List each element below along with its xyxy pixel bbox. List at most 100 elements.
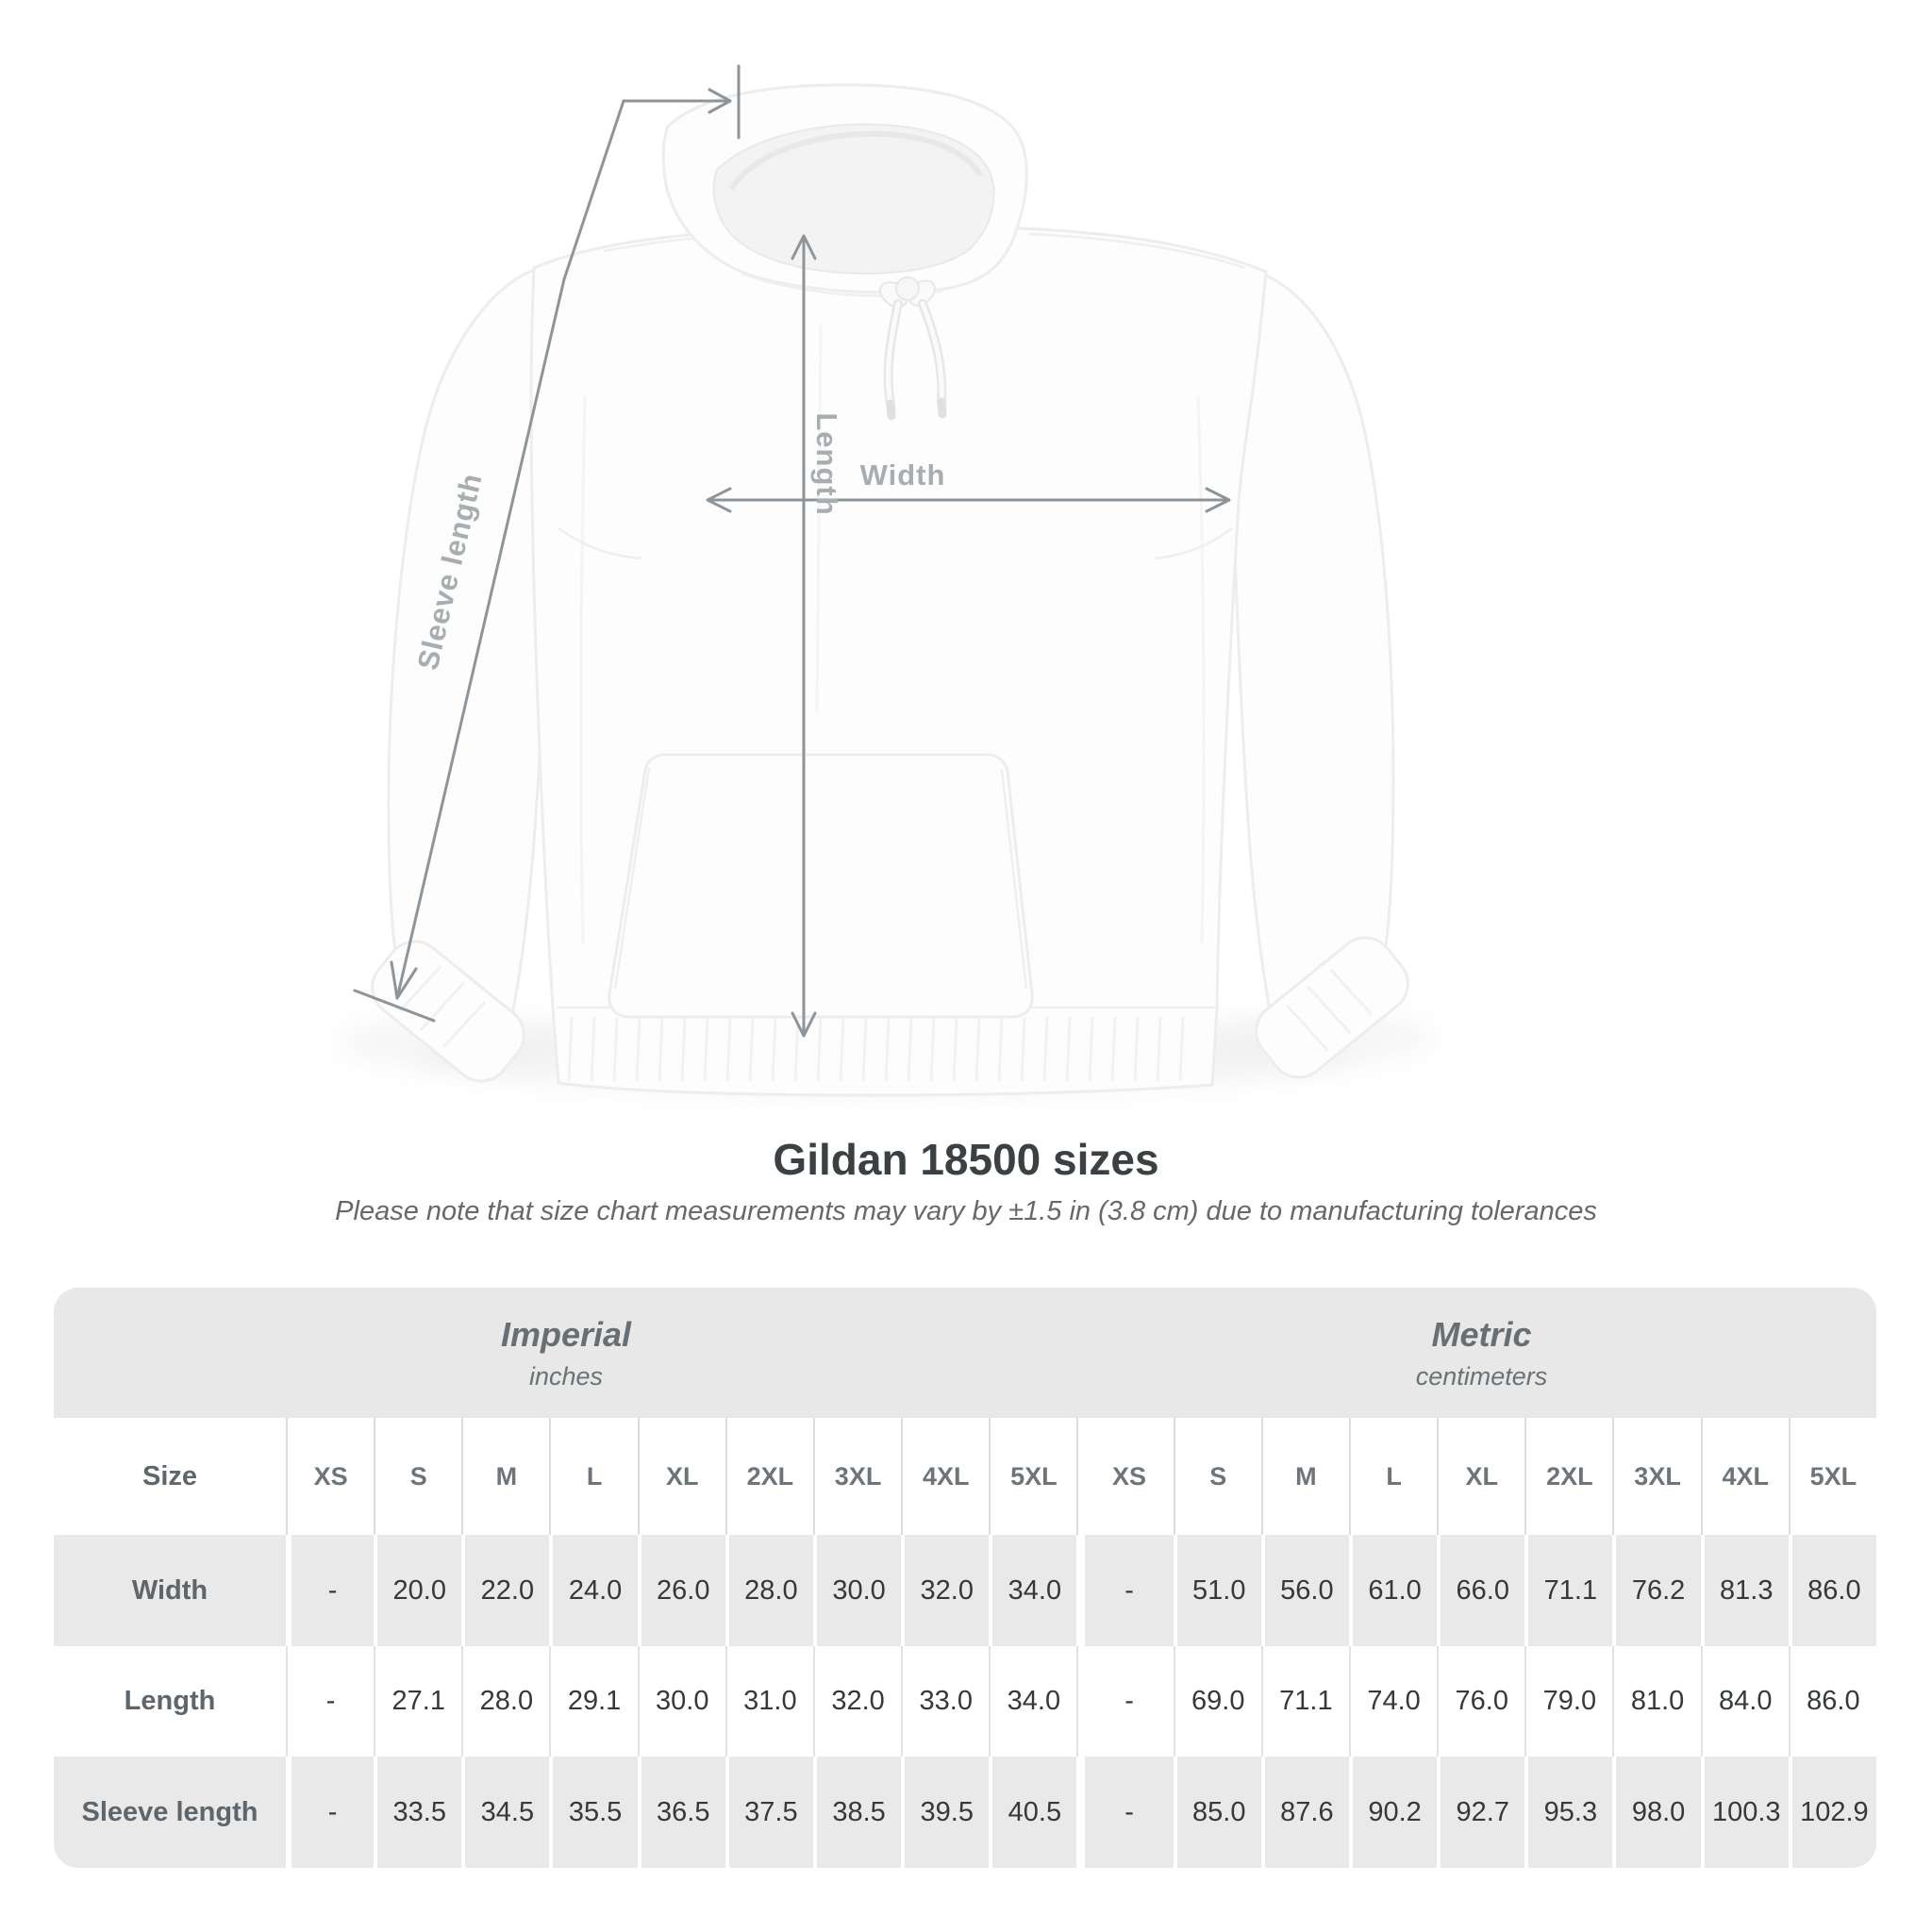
size-header-cell: XS [1085,1418,1174,1535]
value-cell: 56.0 [1260,1535,1349,1646]
kangaroo-pocket [608,753,1034,1019]
value-cell: 32.0 [812,1646,902,1757]
unit-band [54,1288,1876,1418]
size-header-cell: L [549,1418,638,1535]
row-label-cell: Length [54,1646,286,1757]
hoodie-measurement-diagram: Sleeve length Length Width [338,64,1434,1097]
value-cell: 28.0 [724,1535,813,1646]
hood [661,83,1028,297]
value-cell: 24.0 [549,1535,638,1646]
value-cell: 87.6 [1260,1757,1349,1868]
value-cell: 86.0 [1788,1646,1876,1757]
value-cell: 81.0 [1612,1646,1701,1757]
size-table: Imperial inches Metric centimeters Size X… [54,1288,1876,1868]
value-cell: 22.0 [461,1535,550,1646]
size-header-cell: 2XL [1524,1418,1613,1535]
width-dimension-line [706,487,1231,513]
value-cell: 90.2 [1348,1757,1438,1868]
value-cell: 30.0 [637,1646,725,1757]
metric-sublabel: centimeters [1415,1361,1548,1391]
imperial-label: Imperial [500,1314,632,1354]
value-cell: 85.0 [1173,1757,1261,1868]
sleeve-length-dimension-line [353,64,741,1023]
value-cell: 100.3 [1700,1757,1789,1868]
drawstring-bow [878,276,947,421]
value-cell: 38.5 [812,1757,902,1868]
value-cell: 29.1 [549,1646,638,1757]
size-header-cell: XL [1437,1418,1525,1535]
group-separator [1076,1418,1086,1535]
value-cell: - [1085,1535,1174,1646]
value-cell: - [286,1757,375,1868]
value-cell: - [1085,1757,1174,1868]
length-label: Length [810,412,843,515]
value-cell: 84.0 [1700,1646,1789,1757]
size-header-cell: M [461,1418,550,1535]
width-label: Width [860,458,946,491]
size-header-cell: 4XL [1700,1418,1789,1535]
page-title: Gildan 18500 sizes [773,1135,1159,1184]
metric-label: Metric [1431,1314,1532,1354]
value-cell: 51.0 [1173,1535,1261,1646]
value-cell: 34.0 [989,1646,1077,1757]
hood-opening [712,123,995,275]
size-header-cell: 4XL [901,1418,990,1535]
value-cell: - [1085,1646,1174,1757]
value-cell: 95.3 [1524,1757,1613,1868]
value-cell: - [286,1535,375,1646]
value-cell: 74.0 [1348,1646,1438,1757]
value-cell: 33.5 [374,1757,462,1868]
value-cell: 81.3 [1700,1535,1789,1646]
value-cell: 35.5 [549,1757,638,1868]
size-header-cell: XL [637,1418,725,1535]
size-header-cell: XS [286,1418,375,1535]
size-header-cell: 3XL [1612,1418,1701,1535]
value-cell: 40.5 [989,1757,1077,1868]
right-cuff [1255,936,1409,1079]
value-cell: 36.5 [637,1757,725,1868]
size-header-cell: 5XL [989,1418,1077,1535]
value-cell: 102.9 [1788,1757,1876,1868]
group-separator [1076,1535,1086,1646]
value-cell: 98.0 [1612,1757,1701,1868]
value-cell: 76.2 [1612,1535,1701,1646]
length-dimension-line [791,234,817,1038]
value-cell: 86.0 [1788,1535,1876,1646]
value-cell: 34.0 [989,1535,1077,1646]
value-cell: 69.0 [1173,1646,1261,1757]
value-cell: 71.1 [1260,1646,1349,1757]
value-cell: 61.0 [1348,1535,1438,1646]
row-label-cell: Width [54,1535,286,1646]
size-header-cell: 5XL [1788,1418,1876,1535]
imperial-sublabel: inches [528,1361,604,1391]
value-cell: 76.0 [1437,1646,1525,1757]
value-cell: 27.1 [374,1646,462,1757]
row-label-cell: Sleeve length [54,1757,286,1868]
size-header-cell: M [1260,1418,1349,1535]
value-cell: 20.0 [374,1535,462,1646]
value-cell: 37.5 [724,1757,813,1868]
value-cell: 34.5 [461,1757,550,1868]
size-header-cell: L [1348,1418,1438,1535]
size-header-cell: 2XL [724,1418,813,1535]
size-header-cell: S [374,1418,462,1535]
tolerance-note: Please note that size chart measurements… [335,1196,1597,1226]
hoodie-illustration [338,83,1434,1097]
value-cell: 28.0 [461,1646,550,1757]
group-separator [1076,1757,1086,1868]
metric-unit-group: Metric centimeters [1087,1288,1876,1418]
size-header-cell: 3XL [812,1418,902,1535]
value-cell: 26.0 [637,1535,725,1646]
size-grid: Size XS S M L XL 2XL 3XL 4XL 5XL XS S M L XL 2XL 3XL 4XL 5… [54,1418,1876,1868]
value-cell: 32.0 [901,1535,990,1646]
value-cell: - [286,1646,375,1757]
size-header-cell: S [1173,1418,1261,1535]
value-cell: 79.0 [1524,1646,1613,1757]
value-cell: 71.1 [1524,1535,1613,1646]
value-cell: 92.7 [1437,1757,1525,1868]
group-separator [1076,1646,1086,1757]
value-cell: 39.5 [901,1757,990,1868]
size-column-header: Size [54,1418,286,1535]
value-cell: 66.0 [1437,1535,1525,1646]
